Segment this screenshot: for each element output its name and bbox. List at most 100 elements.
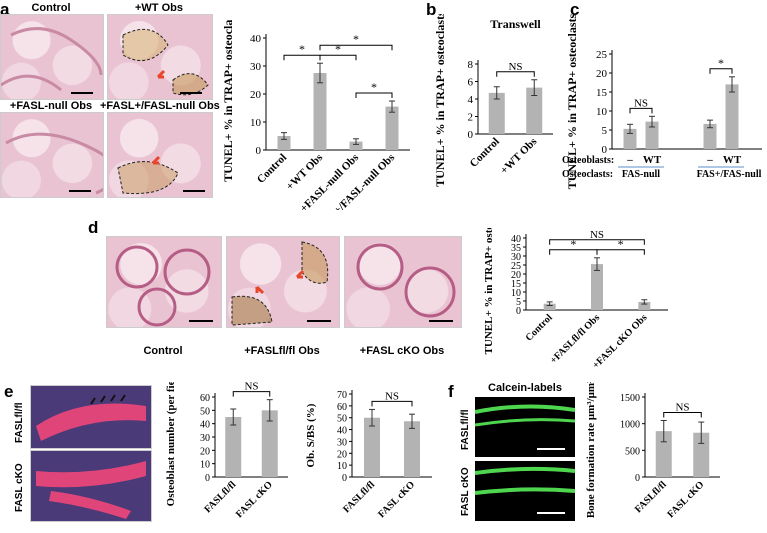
- significance-bracket: [232, 391, 271, 397]
- histology-e-flfl-label: FASLfl/fl: [10, 398, 26, 448]
- bar: [638, 301, 651, 310]
- micrograph-a-control-label: Control: [31, 2, 71, 14]
- group-label: FAS+/FAS-null: [697, 169, 762, 180]
- histology-e-flfl: [30, 385, 152, 449]
- category-label: WT: [723, 154, 742, 166]
- y-tick-label: 5: [516, 297, 521, 308]
- significance-label: *: [371, 80, 377, 94]
- bar: [404, 421, 420, 477]
- chart-e1: 0 10 20 30 40 50 60 Osteoblast number (per fiel…: [160, 367, 295, 528]
- category-label: FASLfl/fl: [202, 479, 238, 515]
- y-tick-label: 20: [337, 449, 347, 460]
- chart-f: 0 500 1000 1500 Bone formation rate μm³/μm²/…: [580, 356, 767, 528]
- micrograph-d-control-label: Control: [143, 345, 183, 357]
- significance-bracket: [709, 68, 733, 74]
- y-tick-label: 10: [250, 117, 262, 129]
- y-tick-label: 20: [200, 446, 210, 457]
- micrograph-d-flfl: [226, 236, 340, 328]
- category-label: +FASLfl/fl Obs: [548, 312, 602, 366]
- category-label: FASLfl/fl: [341, 479, 377, 515]
- panel-f-letter: f: [448, 382, 454, 401]
- y-axis-label: TUNEL+ % in TRAP+ osteoclasts: [433, 14, 447, 187]
- category-label: FASLfl/fl: [633, 479, 669, 515]
- bar: [364, 417, 380, 477]
- significance-label: NS: [385, 390, 399, 402]
- significance-bracket: [496, 71, 535, 77]
- bar: [655, 431, 672, 477]
- y-tick-label: 40: [337, 426, 347, 437]
- y-tick-label: 70: [337, 390, 347, 401]
- micrograph-d-flfl-label: +FASLfl/fl Obs: [244, 345, 320, 357]
- y-tick-label: 30: [200, 433, 210, 444]
- osteoblasts-row-label: Osteoblasts:: [562, 155, 614, 166]
- chart-c-svg: 0 5 10 15 20 25 TUNEL+ % in TRAP+ osteoclasts –…: [562, 13, 762, 189]
- bar: [385, 106, 399, 150]
- significance-bracket: [355, 92, 393, 98]
- y-tick-label: 25: [511, 261, 521, 272]
- y-tick-label: 0: [468, 129, 474, 141]
- histology-e-cko: [30, 450, 152, 522]
- significance-label: *: [353, 32, 359, 46]
- group-label: FAS-null: [622, 169, 660, 180]
- y-tick-label: 5: [602, 125, 608, 137]
- y-tick-label: 25: [596, 49, 608, 61]
- significance-label: *: [618, 237, 624, 251]
- y-tick-label: 60: [200, 393, 210, 404]
- significance-bracket: [629, 107, 653, 114]
- category-label: +WT Obs: [498, 135, 540, 177]
- svg-text:FASL cKO: FASL cKO: [14, 463, 25, 512]
- category-label: –: [706, 154, 713, 166]
- micrograph-a-fasl-rescue: [107, 112, 213, 198]
- bar: [225, 417, 242, 477]
- micrograph-a-wt-label: +WT Obs: [135, 2, 183, 14]
- significance-label: *: [335, 42, 341, 56]
- y-tick-label: 30: [337, 437, 347, 448]
- y-tick-label: 30: [250, 61, 262, 73]
- y-tick-label: 1000: [620, 420, 640, 431]
- significance-bracket: [549, 239, 645, 245]
- micrograph-d-cko: [344, 236, 462, 328]
- significance-label: NS: [675, 401, 689, 413]
- y-tick-label: 0: [516, 306, 521, 317]
- micrograph-d-cko-label: +FASL cKO Obs: [359, 345, 445, 357]
- significance-label: NS: [508, 61, 522, 73]
- y-tick-label: 10: [337, 461, 347, 472]
- y-tick-label: 20: [250, 89, 262, 101]
- y-tick-label: 60: [337, 402, 347, 413]
- y-tick-label: 0: [342, 473, 347, 484]
- bar: [703, 123, 717, 149]
- category-label: FASL cKO: [666, 479, 707, 520]
- significance-bracket: [663, 411, 702, 418]
- chart-f-svg: 0 500 1000 1500 Bone formation rate μm³/μm²/…: [585, 356, 720, 520]
- category-label: Control: [524, 312, 555, 343]
- bar: [725, 84, 739, 149]
- panel-a-letter: a: [0, 0, 10, 19]
- bar: [261, 410, 278, 477]
- category-label: WT: [643, 154, 662, 166]
- chart-e2: 0 10 20 30 40 50 60 70 Ob. S/BS (%) FASLfl/fl FASL…: [300, 382, 440, 528]
- significance-bracket: [371, 400, 413, 407]
- y-tick-label: 20: [596, 68, 608, 80]
- y-tick-label: 6: [468, 77, 474, 89]
- bar: [526, 87, 543, 134]
- chart-c: 0 5 10 15 20 25 TUNEL+ % in TRAP+ osteoclasts –…: [560, 13, 767, 226]
- y-tick-label: 10: [596, 106, 608, 118]
- calcein-cko-label: FASL cKO: [456, 462, 472, 520]
- svg-text:FASL cKO: FASL cKO: [460, 467, 471, 516]
- calcein-image-flfl: [474, 397, 576, 457]
- micrograph-a-control: [0, 14, 104, 100]
- y-tick-label: 0: [205, 473, 210, 484]
- y-tick-label: 35: [511, 243, 521, 254]
- y-tick-label: 50: [200, 406, 210, 417]
- chart-title: Transwell: [490, 17, 541, 31]
- y-tick-label: 10: [511, 288, 521, 299]
- bar: [543, 303, 556, 310]
- y-tick-label: 4: [468, 94, 474, 106]
- bar: [645, 121, 659, 149]
- y-tick-label: 20: [511, 270, 521, 281]
- y-axis-label: Ob. S/BS (%): [305, 403, 317, 467]
- significance-bracket: [319, 54, 357, 61]
- chart-b-svg: 0 2 4 6 8 TUNEL+ % in TRAP+ osteoclasts Transw…: [433, 11, 553, 187]
